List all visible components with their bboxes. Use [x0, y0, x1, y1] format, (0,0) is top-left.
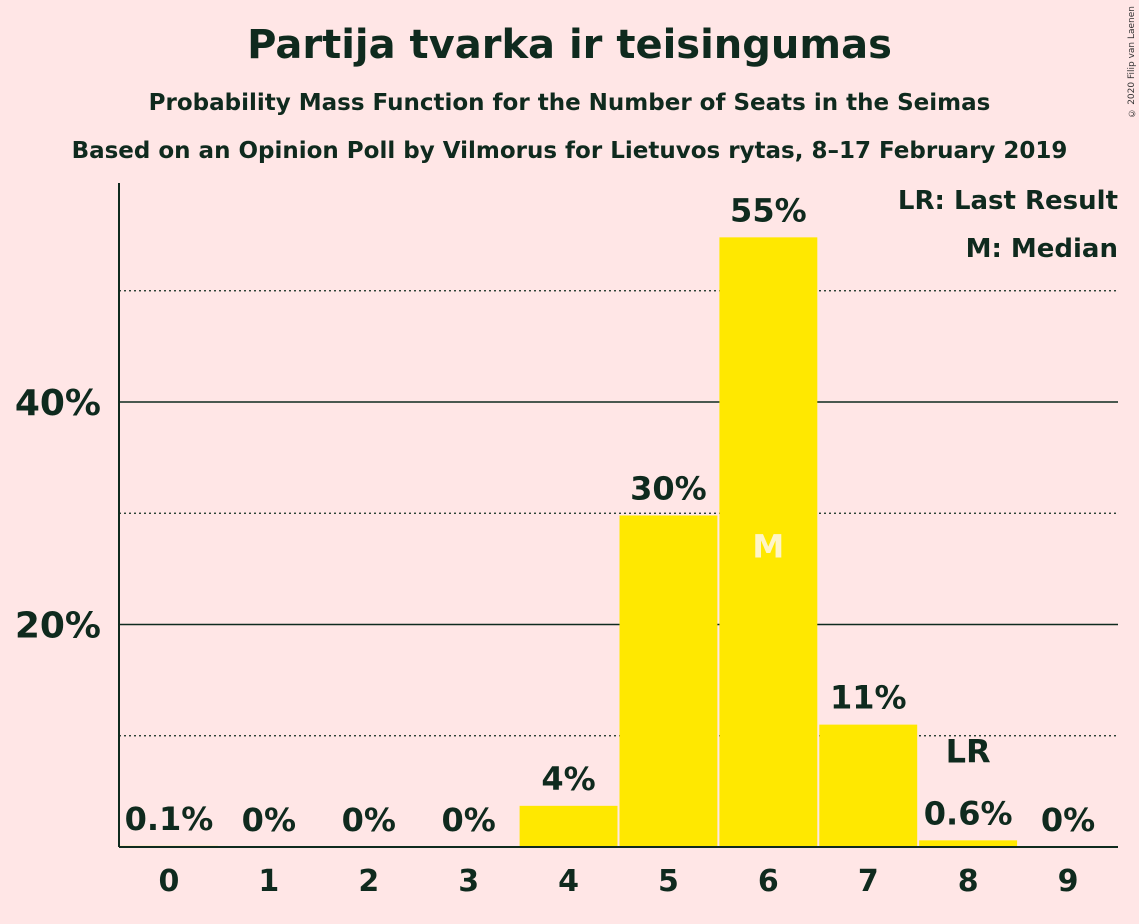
data-label-4: 4% — [541, 760, 595, 798]
median-marker: M — [752, 527, 784, 565]
x-tick-label-0: 0 — [159, 864, 180, 899]
bar-4 — [519, 805, 618, 847]
x-tick-label-1: 1 — [258, 864, 279, 899]
x-tick-label-9: 9 — [1058, 864, 1079, 899]
bar-6 — [719, 237, 818, 848]
data-label-5: 30% — [630, 469, 707, 507]
bar-7 — [819, 724, 918, 847]
legend-median: M: Median — [966, 234, 1118, 264]
x-tick-label-5: 5 — [658, 864, 679, 899]
data-label-3: 0% — [441, 801, 495, 839]
data-label-1: 0% — [242, 801, 296, 839]
x-tick-label-6: 6 — [758, 864, 779, 899]
y-tick-label: 40% — [15, 383, 101, 424]
x-tick-label-2: 2 — [358, 864, 379, 899]
data-label-8: 0.6% — [924, 794, 1013, 832]
data-label-0: 0.1% — [125, 800, 214, 838]
x-tick-label-3: 3 — [458, 864, 479, 899]
chart-subtitle: Probability Mass Function for the Number… — [148, 90, 991, 116]
data-label-2: 0% — [342, 801, 396, 839]
last-result-marker: LR — [946, 732, 991, 770]
data-label-7: 11% — [830, 679, 907, 717]
data-label-6: 55% — [730, 191, 807, 229]
bar-5 — [619, 515, 718, 847]
x-tick-label-8: 8 — [958, 864, 979, 899]
data-label-9: 0% — [1041, 801, 1095, 839]
y-tick-label: 20% — [15, 606, 101, 647]
legend-last-result: LR: Last Result — [898, 186, 1118, 216]
x-tick-label-7: 7 — [858, 864, 879, 899]
bar-8 — [919, 840, 1018, 847]
chart-subtitle-source: Based on an Opinion Poll by Vilmorus for… — [71, 138, 1068, 164]
chart-title: Partija tvarka ir teisingumas — [247, 22, 892, 68]
x-tick-label-4: 4 — [558, 864, 579, 899]
